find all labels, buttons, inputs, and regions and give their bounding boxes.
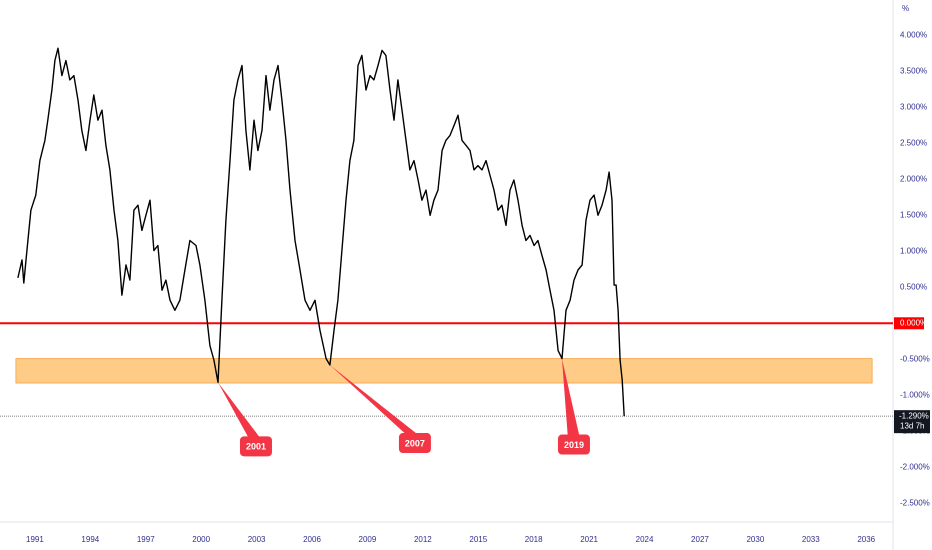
price-line	[17, 47, 625, 417]
x-tick-label: 2018	[525, 535, 543, 544]
callout-label: 2019	[564, 440, 584, 450]
x-tick-label: 2006	[303, 535, 321, 544]
y-tick-label: 3.000%	[900, 102, 927, 111]
y-tick-label: 4.000%	[900, 30, 927, 39]
callout-box	[398, 433, 431, 454]
y-tick-label: 3.500%	[900, 66, 927, 75]
last-value-label-bg	[894, 410, 930, 434]
y-tick-label: -1.000%	[900, 390, 930, 399]
x-tick-label: 2024	[636, 535, 654, 544]
x-tick-label: 2012	[414, 535, 432, 544]
x-tick-label: 2015	[469, 535, 487, 544]
x-tick-label: 2009	[359, 535, 377, 544]
callout-pointer	[329, 365, 421, 438]
x-tick-label: 2033	[802, 535, 820, 544]
y-tick-label: -2.000%	[900, 462, 930, 471]
callout-pointer	[561, 358, 580, 439]
callout-pointer	[217, 382, 262, 441]
horizontal-line-label: 0.000%	[900, 318, 927, 327]
x-tick-label: 1997	[137, 535, 155, 544]
last-value-label: -1.290%	[899, 411, 929, 420]
y-tick-label: 2.000%	[900, 174, 927, 183]
x-tick-label: 2000	[192, 535, 210, 544]
x-tick-label: 2027	[691, 535, 709, 544]
x-tick-label: 2030	[746, 535, 764, 544]
x-tick-label: 1994	[81, 535, 99, 544]
countdown-label: 13d 7h	[900, 421, 924, 430]
y-tick-label: -0.500%	[900, 354, 930, 363]
y-tick-label: 0.500%	[900, 282, 927, 291]
callout-box	[557, 434, 590, 455]
y-tick-label: 1.500%	[900, 210, 927, 219]
y-tick-label: 1.000%	[900, 246, 927, 255]
x-tick-label: 2021	[580, 535, 598, 544]
x-tick-label: 1991	[26, 535, 44, 544]
x-tick-label: 2036	[857, 535, 875, 544]
y-tick-label: -2.500%	[900, 498, 930, 507]
unit-label: %	[902, 4, 909, 13]
callout-label: 2001	[246, 442, 266, 452]
zone-band	[15, 358, 873, 384]
y-tick-label: 2.500%	[900, 138, 927, 147]
callout-box	[239, 436, 272, 457]
x-tick-label: 2003	[248, 535, 266, 544]
callout-label: 2007	[405, 438, 425, 448]
horizontal-line-label-bg	[894, 317, 924, 330]
